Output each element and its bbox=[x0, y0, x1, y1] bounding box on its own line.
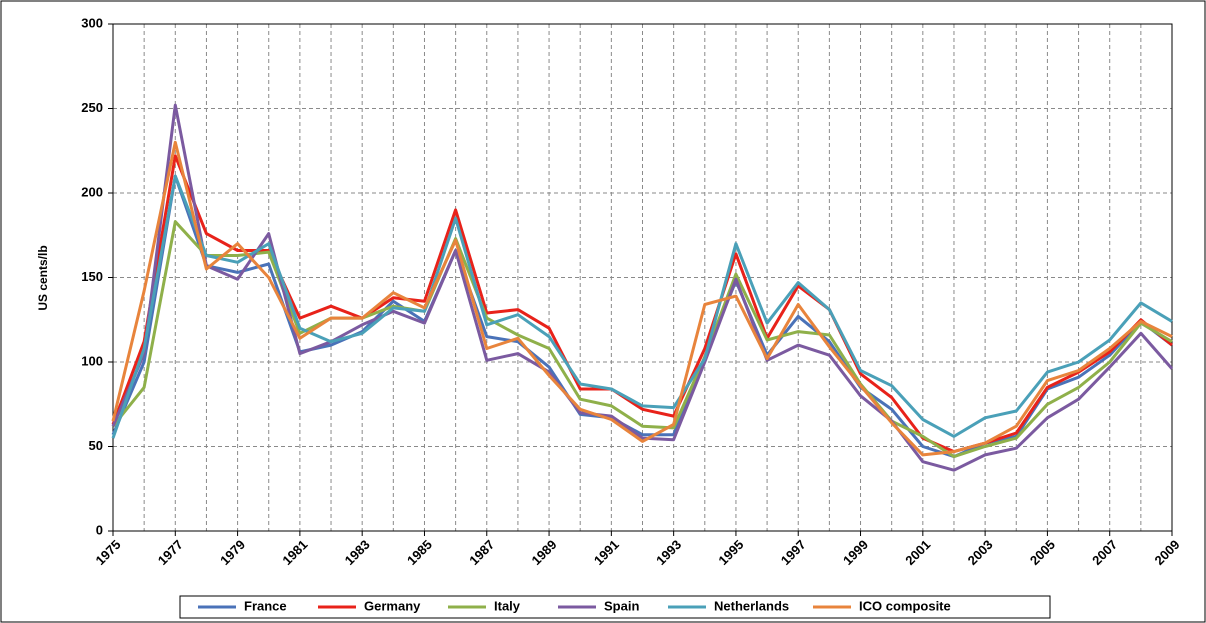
y-tick-label: 50 bbox=[89, 438, 103, 453]
legend-label: Spain bbox=[604, 598, 639, 613]
series-line bbox=[111, 174, 1173, 439]
legend-label: France bbox=[244, 598, 287, 613]
y-tick-label: 0 bbox=[96, 522, 103, 537]
legend-label: Germany bbox=[364, 598, 421, 613]
y-tick-label: 300 bbox=[81, 15, 103, 30]
legend-label: Netherlands bbox=[714, 598, 789, 613]
y-axis-label: US cents/lb bbox=[36, 245, 50, 310]
y-tick-label: 100 bbox=[81, 353, 103, 368]
legend-label: ICO composite bbox=[859, 598, 951, 613]
legend-label: Italy bbox=[494, 598, 521, 613]
y-tick-label: 200 bbox=[81, 184, 103, 199]
series-line bbox=[111, 103, 1174, 472]
series-line bbox=[111, 154, 1173, 454]
series-line bbox=[111, 220, 1173, 459]
plot-area bbox=[112, 23, 1173, 532]
y-tick-label: 250 bbox=[81, 100, 103, 115]
legend-box bbox=[179, 595, 1051, 619]
y-tick-label: 150 bbox=[81, 269, 103, 284]
series-line bbox=[111, 140, 1173, 457]
